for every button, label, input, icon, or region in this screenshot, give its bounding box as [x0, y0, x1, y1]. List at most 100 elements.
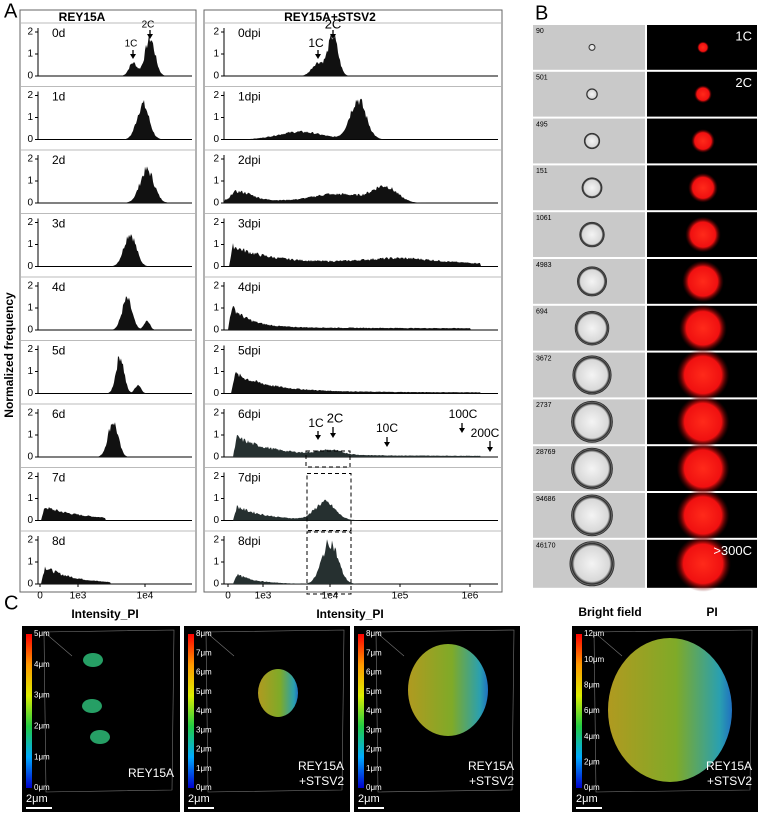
colorbar-label: 0μm: [366, 783, 382, 792]
panel-label: C: [4, 592, 18, 614]
sample-label: REY15A: [706, 759, 752, 773]
y-tick-label: 1: [213, 366, 219, 377]
y-tick-label: 2: [27, 344, 33, 355]
colorbar-label: 5μm: [366, 687, 382, 696]
x-tick-label: 0: [225, 591, 231, 602]
cell-id: 94686: [536, 496, 556, 503]
cell-brightfield: [579, 221, 605, 248]
cell-id: 1061: [536, 215, 552, 222]
sample-label: +STSV2: [469, 774, 514, 788]
scale-bar-label: 2μm: [576, 793, 598, 805]
arrowhead: [487, 447, 493, 452]
y-tick-label: 2: [213, 535, 219, 546]
histogram: [38, 566, 192, 584]
y-tick-label: 1: [213, 239, 219, 250]
cell-volume: [408, 644, 488, 736]
histogram: [38, 296, 192, 330]
y-tick-label: 0: [27, 71, 33, 82]
arrowhead: [330, 34, 336, 39]
bounding-box: [205, 629, 345, 793]
row-label: 7dpi: [238, 471, 261, 485]
cell-brightfield: [572, 355, 612, 395]
histogram: [38, 34, 192, 76]
cell-id: 46170: [536, 543, 556, 550]
x-tick-label: 1e5: [392, 591, 409, 602]
y-tick-label: 1: [27, 112, 33, 123]
annotation: 2C: [325, 16, 342, 31]
y-tick-label: 2: [27, 281, 33, 292]
colorbar: [188, 634, 194, 788]
panel-title: REY15A+STSV2: [284, 10, 376, 24]
colorbar-label: 2μm: [584, 757, 600, 766]
cell-id: 2737: [536, 402, 552, 409]
cell-brightfield: [571, 400, 613, 443]
annotation: 100C: [449, 407, 478, 421]
colorbar-label: 1μm: [366, 764, 382, 773]
arrowhead: [147, 34, 153, 39]
annotation: 2C: [142, 20, 155, 31]
panel-c-header: PI: [706, 605, 717, 619]
volume-image: [184, 626, 350, 812]
colorbar: [576, 634, 582, 788]
colorbar-label: 6μm: [584, 706, 600, 715]
colorbar-label: 12μm: [584, 629, 605, 638]
row-label: 8dpi: [238, 534, 261, 548]
scale-bar-label: 2μm: [26, 793, 48, 805]
histogram: [224, 371, 498, 394]
cell-volume: [83, 653, 103, 667]
y-tick-label: 0: [213, 261, 219, 272]
y-tick-label: 1: [27, 366, 33, 377]
y-tick-label: 0: [213, 452, 219, 463]
y-tick-label: 1: [213, 303, 219, 314]
y-tick-label: 2: [27, 27, 33, 38]
cell-pi: [694, 85, 712, 104]
histogram: [38, 355, 192, 394]
colorbar-label: 3μm: [196, 725, 212, 734]
bounding-box: [593, 629, 753, 793]
y-tick-label: 0: [213, 198, 219, 209]
cell-pi: [697, 41, 709, 54]
arrowhead: [130, 54, 136, 59]
sample-label: REY15A: [298, 759, 344, 773]
panel-title: REY15A: [59, 10, 106, 24]
histogram: [38, 506, 192, 521]
colorbar-label: 8μm: [584, 680, 600, 689]
y-tick-label: 2: [213, 408, 219, 419]
y-tick-label: 2: [27, 408, 33, 419]
colorbar-label: 0μm: [196, 783, 212, 792]
arrowhead: [315, 54, 321, 59]
y-tick-label: 2: [213, 281, 219, 292]
y-tick-label: 0: [213, 325, 219, 336]
colorbar-label: 6μm: [366, 668, 382, 677]
y-tick-label: 0: [27, 325, 33, 336]
row-label: 0d: [52, 26, 65, 40]
arrowhead: [384, 442, 390, 447]
colorbar-label: 0μm: [584, 783, 600, 792]
row-label: 1d: [52, 90, 65, 104]
y-tick-label: 1: [213, 557, 219, 568]
y-tick-label: 1: [27, 303, 33, 314]
histogram: [224, 434, 498, 457]
y-axis-label: Normalized frequency: [2, 292, 16, 418]
x-tick-label: 1e4: [137, 591, 154, 602]
cell-id: 495: [536, 121, 548, 128]
cell-id: 501: [536, 75, 548, 82]
annotation: 1C: [308, 36, 324, 50]
cell-pi: [691, 129, 715, 153]
y-tick-label: 0: [213, 515, 219, 526]
row-label: 5dpi: [238, 344, 261, 358]
cell-volume: [90, 730, 110, 744]
colorbar-label: 7μm: [196, 648, 212, 657]
row-label: 2d: [52, 153, 65, 167]
arrowhead: [459, 428, 465, 433]
scale-bar-label: 2μm: [188, 793, 210, 805]
cell-pi: [676, 489, 730, 542]
y-tick-label: 1: [27, 557, 33, 568]
colorbar: [26, 634, 32, 788]
selection-box: [305, 450, 351, 468]
cell-brightfield: [571, 494, 613, 537]
histogram: [224, 185, 498, 203]
colorbar-label: 5μm: [196, 687, 212, 696]
cell-id: 4983: [536, 262, 552, 269]
